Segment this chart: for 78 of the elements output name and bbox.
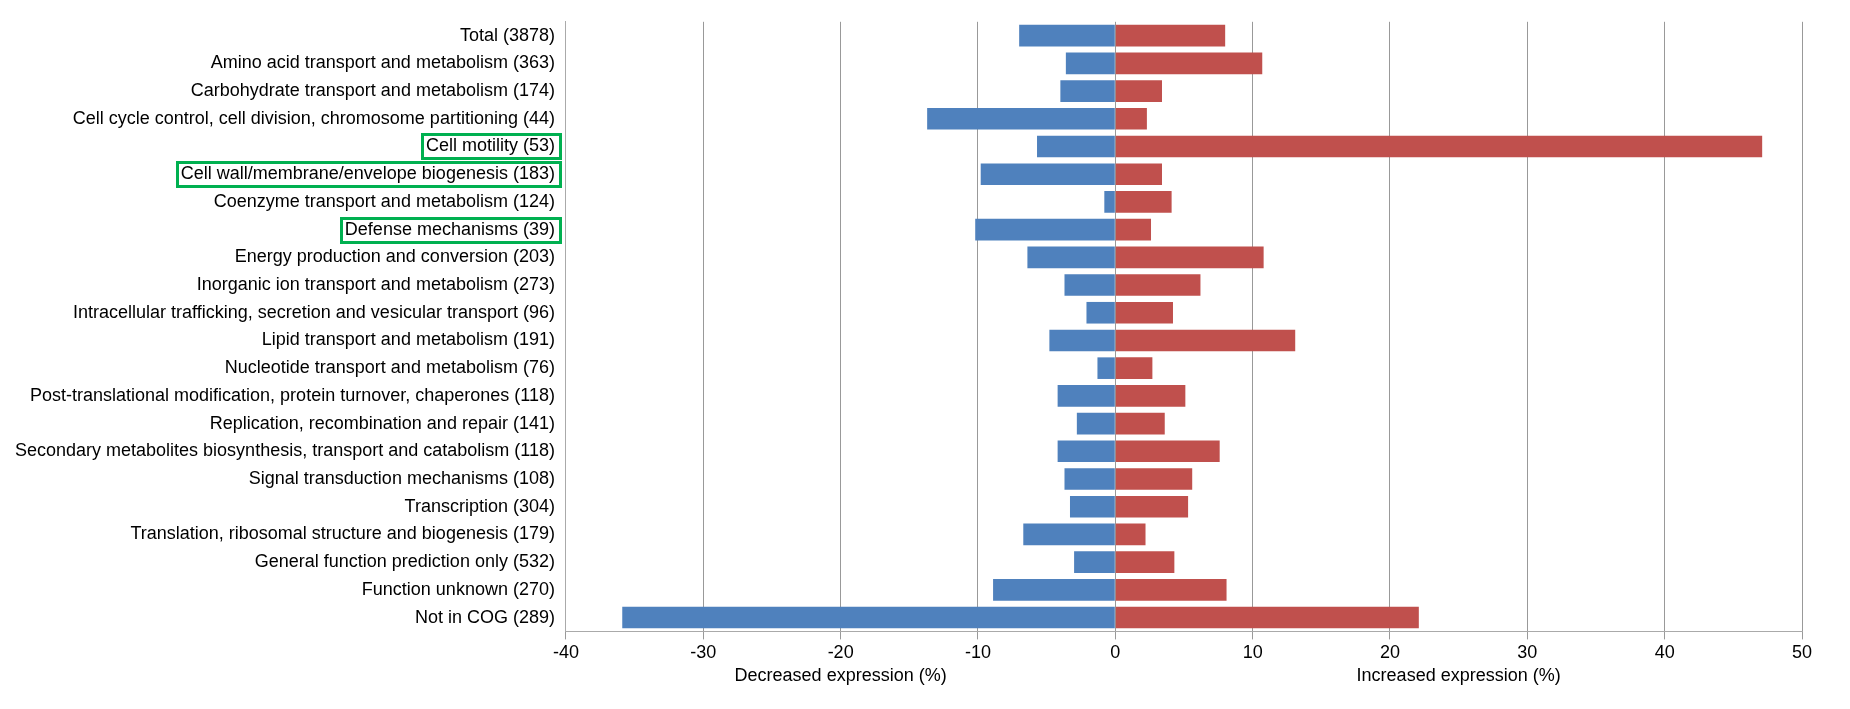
- bar: [1115, 301, 1173, 324]
- y-tick-label: General function prediction only (532): [254, 551, 555, 572]
- bar: [975, 218, 1115, 241]
- y-tick-label: Nucleotide transport and metabolism (76): [224, 357, 555, 378]
- y-tick-label: Total (3878): [459, 24, 555, 45]
- bar: [1115, 329, 1296, 352]
- y-tick-label: Intracellular trafficking, secretion and vesicular transport (96): [73, 301, 555, 322]
- bar: [1115, 52, 1263, 75]
- bar: [1115, 135, 1763, 158]
- bar: [1057, 385, 1115, 407]
- x-tick-label: -20: [827, 642, 854, 663]
- x-tick-label: -30: [690, 642, 717, 663]
- y-tick-label: Not in COG (289): [414, 606, 555, 627]
- bar: [1057, 440, 1115, 463]
- bar: [1115, 163, 1162, 186]
- bar: [1069, 495, 1115, 518]
- y-tick-label: Cell motility (53): [425, 135, 555, 156]
- y-tick-label: Replication, recombination and repair (141): [209, 412, 555, 433]
- x-tick-label: 10: [1242, 642, 1263, 663]
- x-tick-label: 40: [1654, 642, 1675, 663]
- bar: [1115, 80, 1162, 102]
- bar: [1115, 218, 1152, 241]
- bar: [1019, 24, 1115, 47]
- bar: [1115, 357, 1153, 379]
- y-tick-label: Signal transduction mechanisms (108): [248, 467, 555, 488]
- bar: [1023, 523, 1115, 546]
- bar: [1086, 301, 1115, 324]
- y-tick-label: Post-translational modification, protein turnover, chaperones (118): [29, 384, 555, 405]
- bar: [1097, 357, 1115, 379]
- bar: [1115, 24, 1226, 47]
- bar: [1065, 52, 1115, 75]
- y-tick-label: Secondary metabolites biosynthesis, transport and catabolism (118): [14, 440, 555, 461]
- bar: [1060, 80, 1115, 102]
- bar: [1115, 579, 1227, 601]
- text: Increased expression (%): [1356, 665, 1561, 686]
- x-axis-title: Decreased expression (%): [734, 665, 947, 686]
- bar: [1104, 191, 1115, 213]
- bar: [1115, 551, 1175, 573]
- bar: [1115, 191, 1172, 213]
- x-tick-label: -10: [964, 642, 991, 663]
- y-tick-label: Carbohydrate transport and metabolism (174): [190, 80, 555, 101]
- x-tick-label: 50: [1791, 642, 1813, 663]
- bar: [1074, 551, 1115, 573]
- bar: [1115, 412, 1165, 435]
- bar: [1115, 107, 1147, 130]
- y-tick-label: Cell cycle control, cell division, chromosome partitioning (44): [72, 107, 555, 128]
- y-tick-label: Amino acid transport and metabolism (363): [210, 52, 555, 73]
- bar: [1037, 135, 1115, 158]
- bar: [1027, 246, 1115, 269]
- x-tick-label: 20: [1379, 642, 1400, 663]
- y-tick-label: Transcription (304): [404, 495, 555, 516]
- bar: [980, 163, 1115, 186]
- y-tick-label: Inorganic ion transport and metabolism (273): [196, 274, 555, 295]
- bar: [1115, 385, 1186, 407]
- y-tick-label: Defense mechanisms (39): [344, 218, 555, 239]
- bar: [1049, 329, 1115, 352]
- x-tick-label: 30: [1517, 642, 1538, 663]
- bar: [1115, 246, 1264, 269]
- y-tick-label: Translation, ribosomal structure and biogenesis (179): [130, 523, 555, 544]
- y-tick-label: Function unknown (270): [361, 578, 555, 599]
- x-tick-label: 0: [1110, 642, 1121, 663]
- y-tick-label: Coenzyme transport and metabolism (124): [213, 190, 555, 211]
- y-tick-label: Energy production and conversion (203): [234, 246, 555, 267]
- bar: [622, 606, 1115, 629]
- bar: [1115, 468, 1193, 490]
- bar: [1115, 274, 1201, 296]
- x-tick-label: -40: [552, 642, 579, 663]
- bar: [1115, 440, 1220, 463]
- bar: [1115, 523, 1146, 546]
- bar: [1064, 468, 1115, 490]
- bar: [1115, 495, 1189, 518]
- bar: [993, 579, 1115, 601]
- bar: [927, 107, 1115, 130]
- bar: [1064, 274, 1115, 296]
- y-tick-label: Lipid transport and metabolism (191): [261, 329, 555, 350]
- bar: [1115, 606, 1419, 629]
- y-tick-label: Cell wall/membrane/envelope biogenesis (183): [180, 163, 555, 184]
- bar: [1076, 412, 1115, 435]
